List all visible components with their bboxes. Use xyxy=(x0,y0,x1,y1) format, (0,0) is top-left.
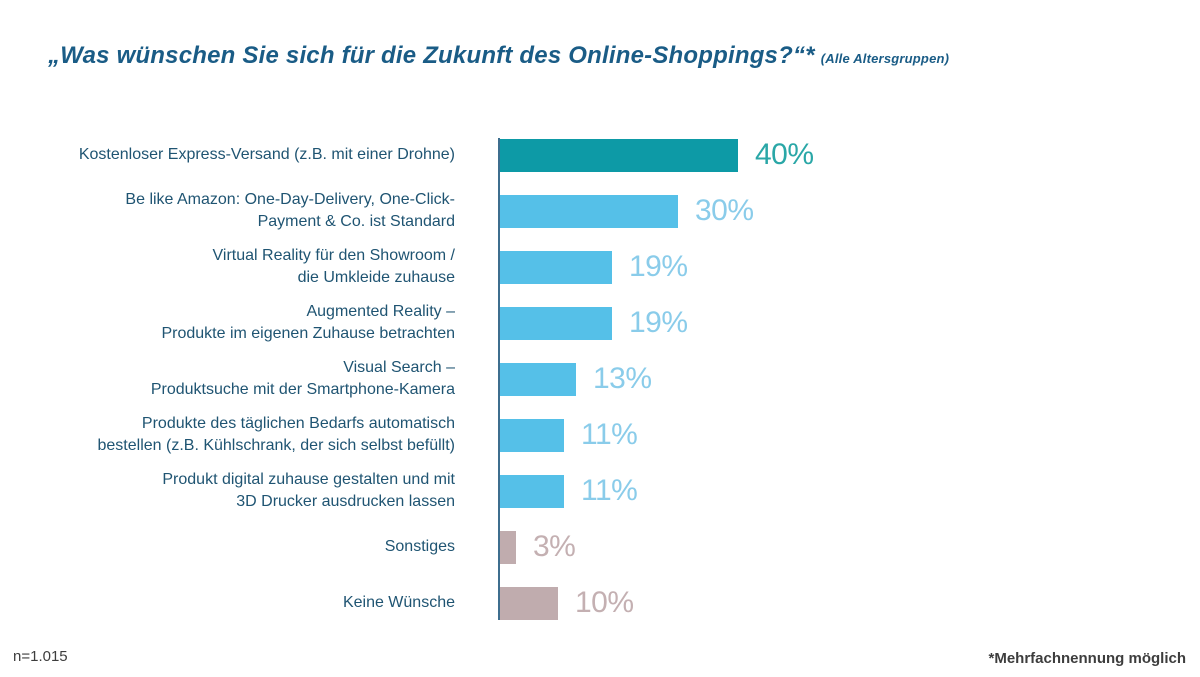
chart-row: Be like Amazon: One-Day-Delivery, One-Cl… xyxy=(48,183,1168,239)
bar-track: 19% xyxy=(498,250,688,284)
bar xyxy=(498,586,558,620)
title-main: „Was wünschen Sie sich für die Zukunft d… xyxy=(48,42,815,69)
value-label: 11% xyxy=(581,418,638,451)
bar xyxy=(498,418,564,452)
footnote: *Mehrfachnennung möglich xyxy=(988,650,1186,667)
chart-row: Kostenloser Express-Versand (z.B. mit ei… xyxy=(48,127,1168,183)
chart-row: Visual Search – Produktsuche mit der Smar… xyxy=(48,351,1168,407)
category-label: Visual Search – Produktsuche mit der Smar… xyxy=(150,359,455,398)
bar-track: 30% xyxy=(498,194,754,228)
category-label: Kostenloser Express-Versand (z.B. mit ei… xyxy=(78,146,455,163)
bar-track: 11% xyxy=(498,418,638,452)
value-label: 11% xyxy=(581,474,638,507)
category-label: Keine Wünsche xyxy=(342,594,455,611)
value-label: 13% xyxy=(593,362,652,395)
bar xyxy=(498,474,564,508)
title-suffix: (Alle Altersgruppen) xyxy=(820,51,950,66)
bar-track: 3% xyxy=(498,530,576,564)
category-label: Be like Amazon: One-Day-Delivery, One-Cl… xyxy=(125,191,455,230)
bar xyxy=(498,138,738,172)
chart-row: Produkt digital zuhause gestalten und mi… xyxy=(48,463,1168,519)
chart-rows: Kostenloser Express-Versand (z.B. mit ei… xyxy=(48,127,1168,631)
chart-row: Sonstiges 3% xyxy=(48,519,1168,575)
category-label: Sonstiges xyxy=(384,538,455,555)
value-label: 40% xyxy=(755,138,814,171)
sample-size-note: n=1.015 xyxy=(13,648,68,665)
bar xyxy=(498,194,678,228)
value-label: 10% xyxy=(575,586,634,619)
page-title: „Was wünschen Sie sich für die Zukunft d… xyxy=(48,42,949,70)
chart-row: Keine Wünsche 10% xyxy=(48,575,1168,631)
chart-row: Virtual Reality für den Showroom / die Um… xyxy=(48,239,1168,295)
bar-chart: Kostenloser Express-Versand (z.B. mit ei… xyxy=(48,127,1168,631)
value-label: 19% xyxy=(629,250,688,283)
bar-track: 13% xyxy=(498,362,652,396)
category-label: Produkte des täglichen Bedarfs automatis… xyxy=(97,415,456,454)
category-label: Augmented Reality – Produkte im eigenen Z… xyxy=(161,303,455,342)
value-label: 19% xyxy=(629,306,688,339)
value-label: 30% xyxy=(695,194,754,227)
bar-track: 19% xyxy=(498,306,688,340)
category-label: Virtual Reality für den Showroom / die Um… xyxy=(212,247,455,286)
chart-row: Augmented Reality – Produkte im eigenen Z… xyxy=(48,295,1168,351)
bar-track: 10% xyxy=(498,586,634,620)
bar xyxy=(498,306,612,340)
chart-row: Produkte des täglichen Bedarfs automatis… xyxy=(48,407,1168,463)
category-label: Produkt digital zuhause gestalten und mi… xyxy=(162,471,455,510)
bar xyxy=(498,530,516,564)
value-label: 3% xyxy=(533,530,576,563)
bar xyxy=(498,250,612,284)
bar xyxy=(498,362,576,396)
bar-track: 11% xyxy=(498,474,638,508)
y-axis-line xyxy=(498,138,500,620)
bar-track: 40% xyxy=(498,138,814,172)
